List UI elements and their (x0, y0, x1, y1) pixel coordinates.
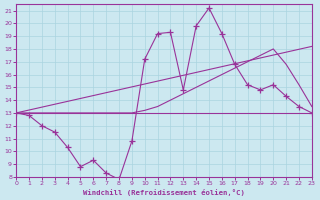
X-axis label: Windchill (Refroidissement éolien,°C): Windchill (Refroidissement éolien,°C) (83, 189, 245, 196)
